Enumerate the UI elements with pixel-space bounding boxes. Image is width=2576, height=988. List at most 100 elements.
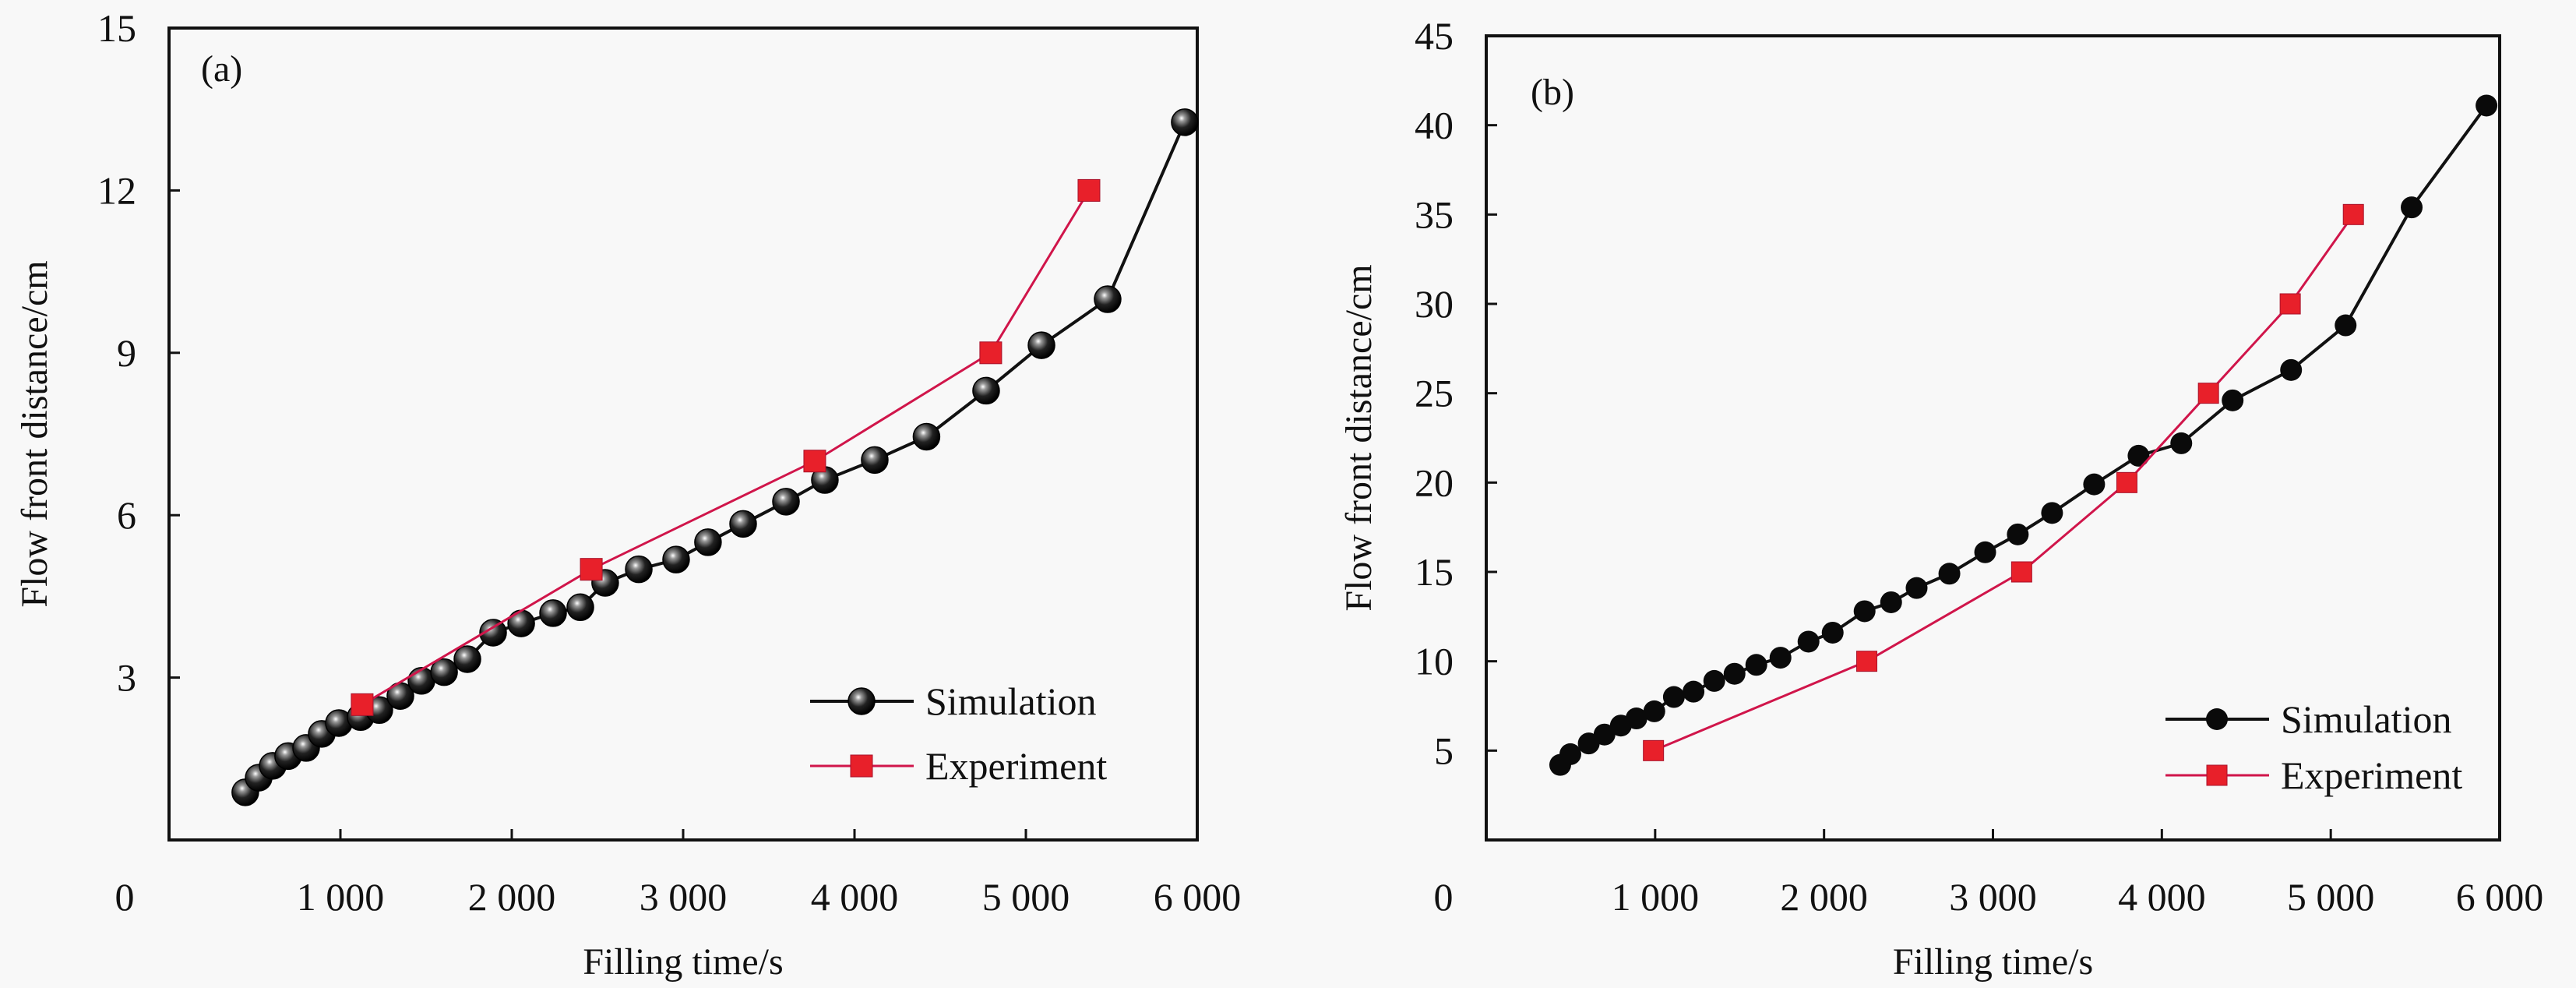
experiment-point [1077,178,1101,202]
simulation-point [1593,723,1616,746]
simulation-point [1662,686,1685,708]
y-tick-label: 12 [97,168,136,212]
simulation-point [1703,669,1725,692]
simulation-point [625,555,653,584]
x-tick-label: 0 [115,875,135,919]
simulation-point [566,593,594,622]
simulation-point [479,619,507,647]
experiment-point [2010,561,2032,583]
simulation-point [2083,473,2106,496]
y-tick-label: 40 [1415,104,1454,147]
legend-marker [2206,708,2228,730]
x-tick-label: 4 000 [811,875,899,919]
simulation-point [2170,432,2193,454]
simulation-point [912,422,941,451]
simulation-point [1625,707,1647,730]
simulation-point [1171,108,1199,136]
y-tick-label: 15 [97,6,136,50]
simulation-point [1853,600,1876,623]
legend-label: Experiment [2281,753,2462,797]
y-tick-label: 30 [1415,282,1454,326]
y-axis-label: Flow front distance/cm [14,260,55,607]
y-tick-label: 35 [1415,192,1454,236]
simulation-point [2222,389,2244,411]
chart-panel-b: 0 1 000 2 000 3 000 4 000 5 000 6 000 5 10 15 20 25… [1338,14,2543,983]
x-tick-label: 1 000 [1612,875,1700,919]
panel-label: (b) [1531,72,1574,113]
experiment-point [979,341,1003,365]
simulation-point [1797,630,1820,653]
experiment-point [2116,471,2137,493]
legend-entry-simulation: Simulation [2165,697,2451,741]
legend-label: Simulation [925,679,1096,723]
series-experiment [1643,203,2364,761]
simulation-point [1938,563,1961,585]
simulation-point [1769,647,1792,669]
x-tick-label: 0 [1434,875,1454,919]
x-tick-label: 4 000 [2118,875,2206,919]
legend-label: Simulation [2281,697,2451,741]
simulation-point [1683,680,1705,703]
x-tick-label: 1 000 [297,875,385,919]
simulation-point [1821,621,1844,644]
y-axis-label: Flow front distance/cm [1338,264,1380,611]
simulation-point [1880,591,1902,613]
simulation-point [1643,700,1665,722]
simulation-point [972,376,1000,405]
legend-entry-experiment: Experiment [810,744,1107,788]
simulation-point [539,599,567,627]
x-tick-label: 3 000 [1949,875,2037,919]
simulation-point [662,545,690,573]
simulation-point [2335,314,2357,337]
experiment-point [580,558,603,581]
experiment-point [1856,651,1878,672]
legend-marker [2206,764,2228,786]
simulation-point [430,658,458,686]
legend-entry-experiment: Experiment [2165,753,2462,797]
x-tick-label: 2 000 [1780,875,1868,919]
y-tick-label: 6 [117,493,136,537]
legend-marker [850,754,873,778]
experiment-point [2197,383,2219,404]
y-tick-label: 3 [117,656,136,700]
y-tick-label: 15 [1415,550,1454,594]
y-tick-label: 10 [1415,640,1454,683]
simulation-point [772,488,800,516]
simulation-point [694,528,722,556]
x-tick-label: 5 000 [982,875,1070,919]
experiment-point [2279,293,2301,315]
experiment-point [2342,203,2364,225]
simulation-point [1905,577,1928,599]
simulation-point [1745,654,1767,676]
series-experiment [351,178,1101,716]
x-tick-label: 6 000 [2456,875,2544,919]
series-line-experiment [361,189,1091,706]
experiment-point [803,450,826,473]
simulation-point [2476,94,2498,117]
x-axis-label: Filling time/s [1893,941,2093,983]
legend-entry-simulation: Simulation [810,679,1096,723]
simulation-point [1094,285,1122,313]
x-tick-label: 5 000 [2287,875,2375,919]
series-simulation [1549,94,2498,776]
series-simulation [231,108,1199,806]
y-tick-label: 9 [117,331,136,375]
simulation-point [1723,662,1746,685]
simulation-point [1974,541,1996,563]
simulation-point [2401,196,2423,219]
chart-panel-a: 0 1 000 2 000 3 000 4 000 5 000 6 000 3 6 9 12 15 Fi… [14,6,1241,983]
simulation-point [2007,523,2029,545]
simulation-point [2127,444,2150,467]
legend-label: Experiment [925,744,1107,788]
simulation-point [1559,743,1581,765]
simulation-point [729,510,757,538]
x-tick-label: 3 000 [640,875,728,919]
simulation-point [861,446,889,475]
simulation-point [2280,358,2303,381]
x-tick-label: 2 000 [468,875,556,919]
panel-label: (a) [201,48,242,90]
simulation-point [507,609,535,637]
x-tick-label: 6 000 [1154,875,1242,919]
simulation-point [453,645,481,673]
